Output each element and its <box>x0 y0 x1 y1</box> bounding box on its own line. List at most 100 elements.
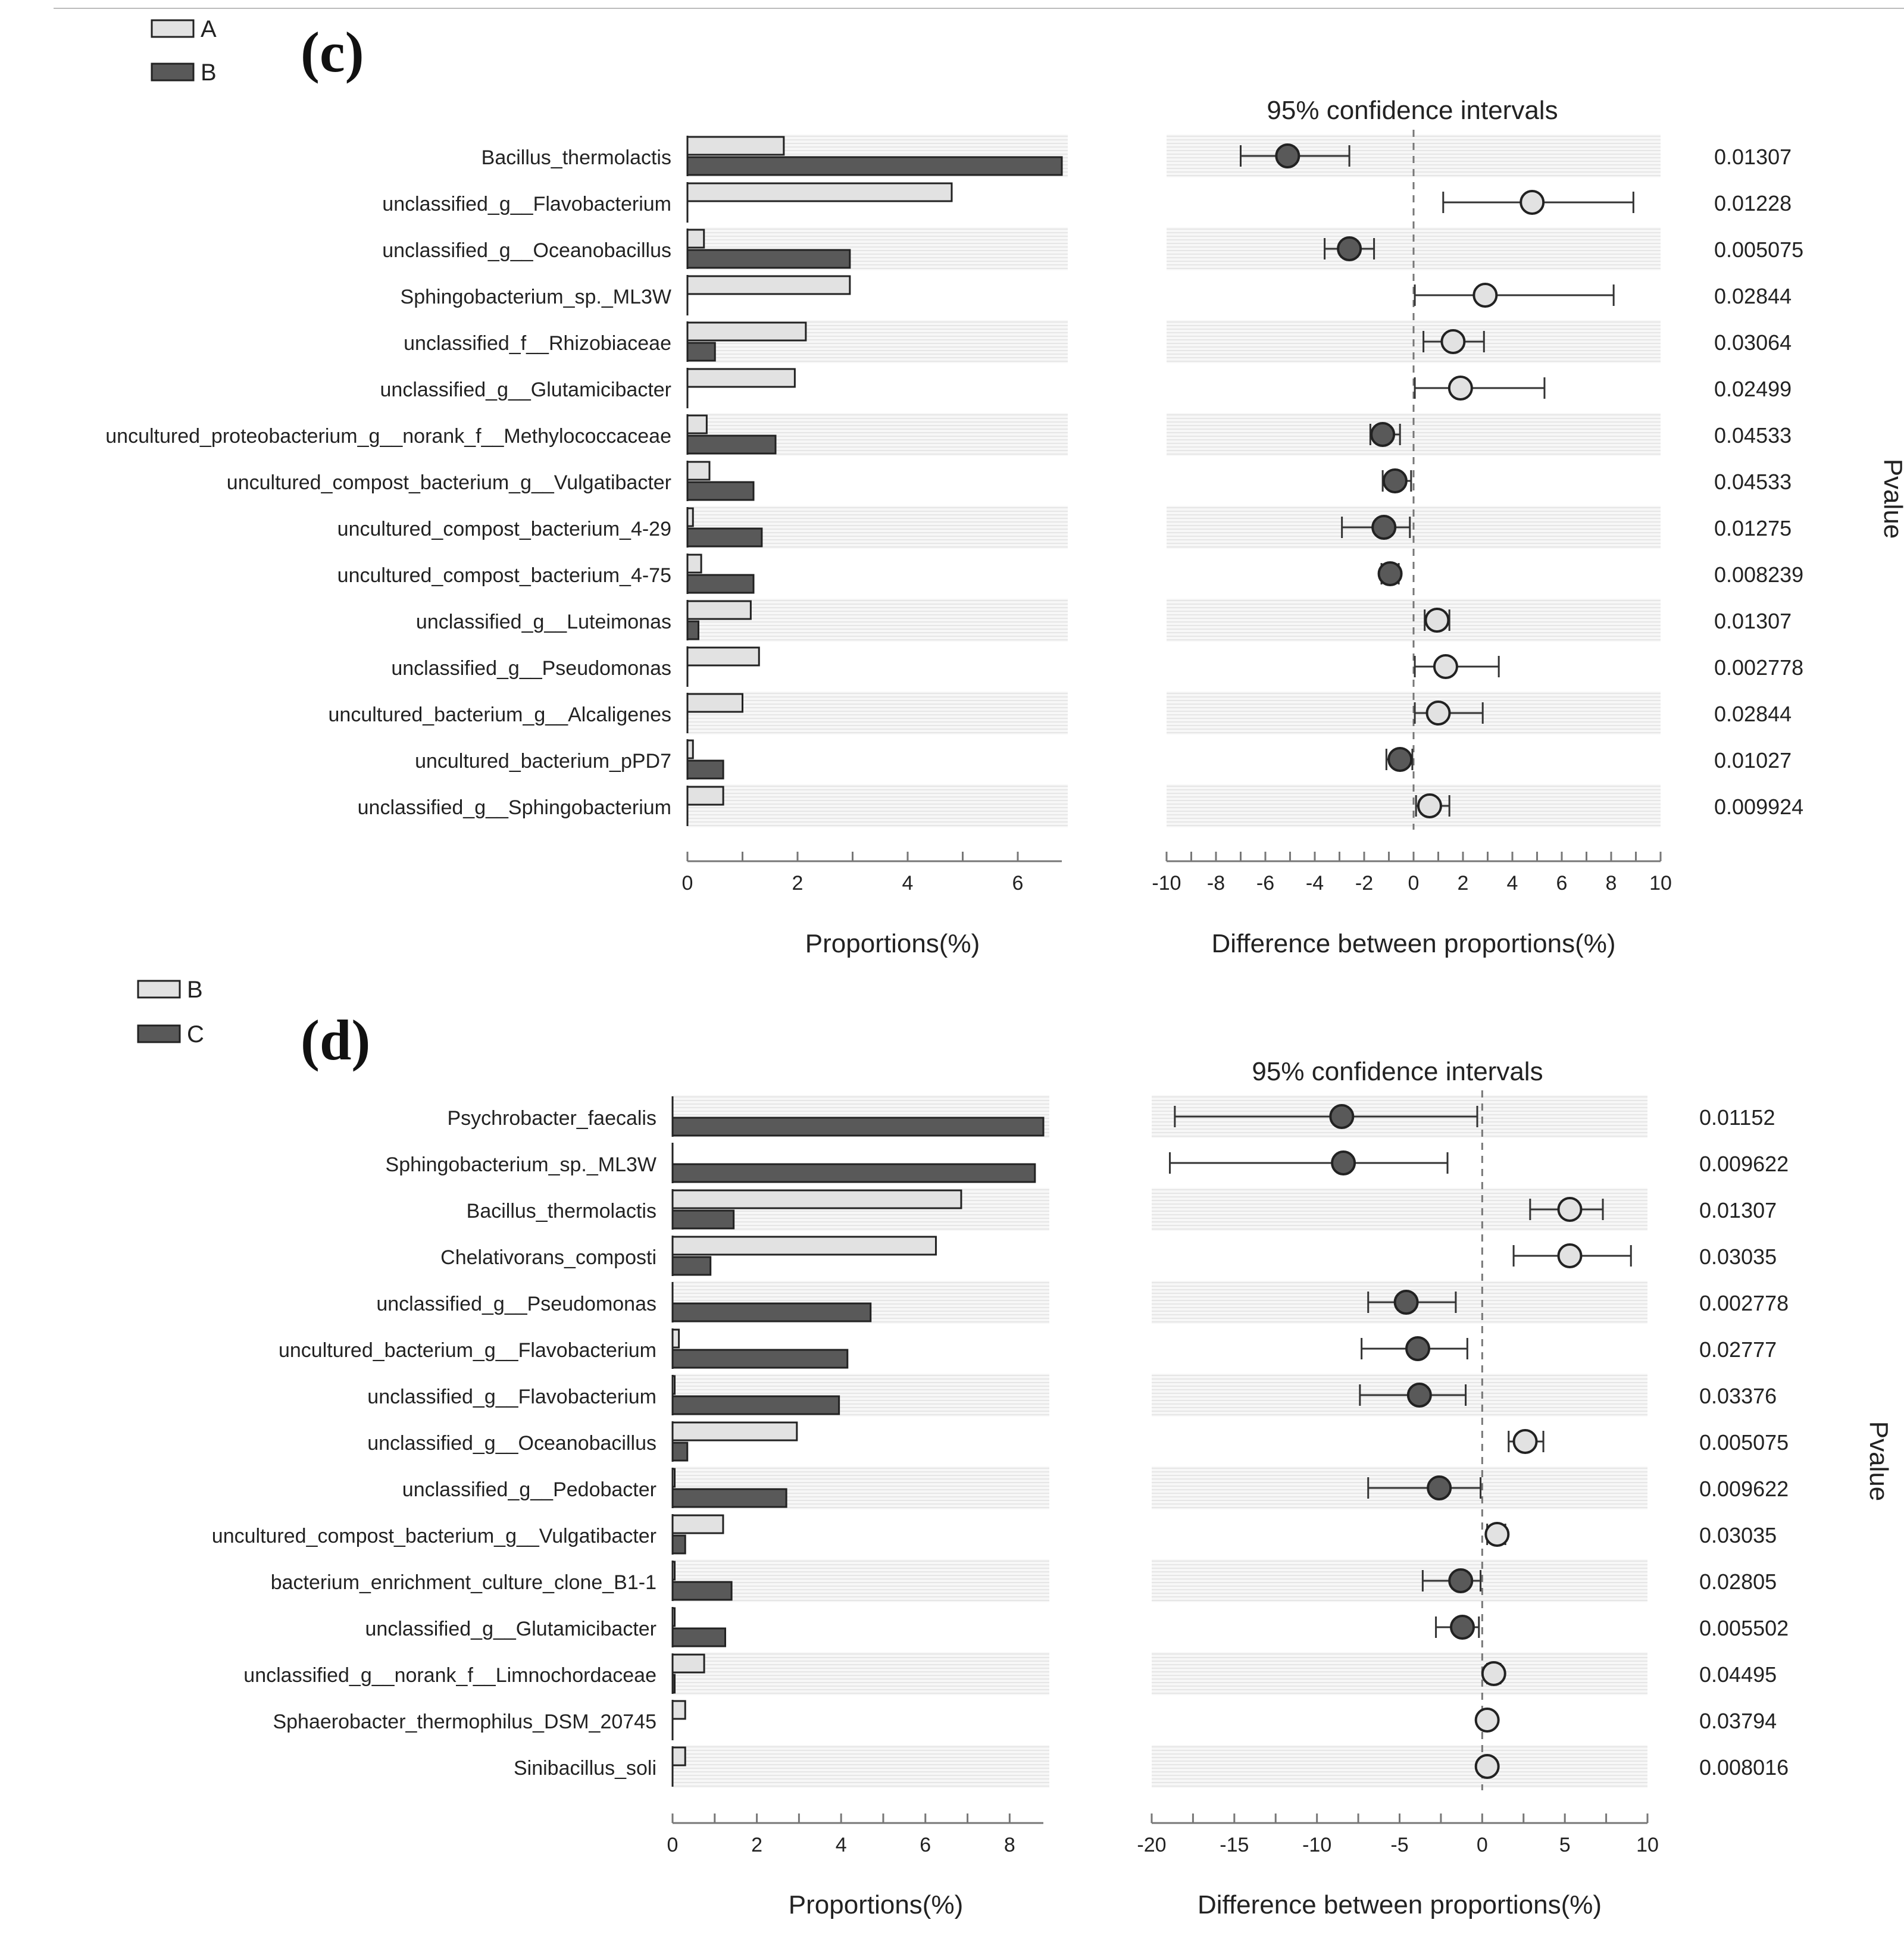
difference-point <box>1447 376 1473 401</box>
bar-b <box>686 342 716 362</box>
category-label: uncultured_compost_bacterium_g__Vulgatib… <box>227 471 671 494</box>
left-x-tick-label: 8 <box>1004 1834 1015 1856</box>
row-band-left <box>673 1745 1049 1788</box>
bar-a <box>686 554 702 574</box>
right-x-tick-label: -20 <box>1137 1834 1166 1856</box>
row-band-left <box>687 692 1068 734</box>
pvalue: 0.01228 <box>1714 191 1792 215</box>
right-x-tick-label: 0 <box>1477 1834 1488 1856</box>
legend-label-a: A <box>201 16 217 42</box>
right-x-tick-label: -10 <box>1152 872 1181 895</box>
difference-point <box>1370 422 1396 447</box>
bar-a <box>686 786 724 806</box>
pvalue: 0.02844 <box>1714 702 1792 726</box>
bar-c <box>671 1395 840 1415</box>
bar-b <box>671 1514 724 1534</box>
bar-a <box>686 182 953 202</box>
category-label: unclassified_g__Luteimonas <box>416 611 671 633</box>
category-label: Bacillus_thermolactis <box>467 1200 656 1222</box>
difference-point <box>1440 329 1466 354</box>
difference-point <box>1275 143 1300 168</box>
category-label: uncultured_compost_bacterium_4-29 <box>337 518 671 540</box>
row-band-left <box>673 1652 1049 1695</box>
bar-c <box>671 1442 689 1462</box>
left-x-tick-label: 0 <box>682 872 693 895</box>
bar-b <box>686 434 777 455</box>
difference-point <box>1472 283 1498 308</box>
pvalue: 0.009622 <box>1699 1477 1789 1501</box>
category-label: uncultured_bacterium_g__Alcaligenes <box>329 703 672 726</box>
pvalue: 0.01307 <box>1714 145 1792 169</box>
category-label: unclassified_g__Glutamicibacter <box>365 1618 656 1640</box>
legend-swatch-b <box>137 980 181 999</box>
category-label: unclassified_g__Oceanobacillus <box>367 1432 656 1455</box>
bar-a <box>686 461 711 481</box>
difference-point <box>1557 1197 1583 1222</box>
difference-point <box>1450 1615 1475 1640</box>
bar-c <box>671 1627 726 1647</box>
right-x-tick-label: 2 <box>1458 872 1469 895</box>
left-x-tick-label: 2 <box>751 1834 762 1856</box>
bar-b <box>671 1700 686 1720</box>
difference-point <box>1393 1290 1419 1315</box>
category-label: Chelativorans_composti <box>440 1246 656 1269</box>
bar-b <box>686 759 724 780</box>
left-x-axis-title: Proportions(%) <box>789 1890 963 1919</box>
category-label: Sphingobacterium_sp._ML3W <box>386 1153 656 1176</box>
right-x-tick-label: 5 <box>1559 1834 1571 1856</box>
bar-b <box>686 249 851 269</box>
difference-point <box>1433 654 1458 679</box>
bar-b <box>671 1328 680 1349</box>
bar-a <box>686 136 785 156</box>
right-x-tick-label: 10 <box>1649 872 1672 895</box>
bar-a <box>686 414 708 434</box>
difference-point <box>1329 1104 1355 1129</box>
category-label: unclassified_g__Pseudomonas <box>391 657 671 680</box>
pvalue: 0.009924 <box>1714 795 1803 819</box>
legend-label-c: C <box>187 1021 204 1048</box>
left-x-tick-label: 4 <box>902 872 914 895</box>
pvalue: 0.01307 <box>1699 1198 1777 1222</box>
pvalue: 0.04495 <box>1699 1662 1777 1687</box>
pvalue: 0.04533 <box>1714 423 1792 448</box>
pvalue: 0.03064 <box>1714 330 1792 355</box>
bar-b <box>686 574 755 594</box>
pvalue: 0.01307 <box>1714 609 1792 633</box>
pvalue: 0.008016 <box>1699 1755 1789 1780</box>
difference-point <box>1387 747 1413 772</box>
difference-point <box>1425 701 1451 726</box>
category-label: unclassified_g__Flavobacterium <box>382 193 671 215</box>
row-band-right <box>1152 1745 1647 1788</box>
left-x-axis-title: Proportions(%) <box>805 929 980 958</box>
left-x-tick-label: 0 <box>667 1834 679 1856</box>
left-x-tick-label: 2 <box>792 872 804 895</box>
category-label: Sphingobacterium_sp._ML3W <box>401 286 671 308</box>
difference-point <box>1337 236 1362 261</box>
right-x-tick-label: -2 <box>1355 872 1373 895</box>
bar-b <box>671 1236 937 1256</box>
right-x-tick-label: -4 <box>1306 872 1324 895</box>
bar-b <box>686 481 755 501</box>
category-label: uncultured_compost_bacterium_4-75 <box>337 564 671 587</box>
right-x-tick-label: 6 <box>1556 872 1568 895</box>
category-label: unclassified_g__Oceanobacillus <box>382 239 671 262</box>
bar-c <box>671 1256 712 1276</box>
difference-point <box>1417 793 1442 818</box>
right-x-tick-label: -6 <box>1256 872 1274 895</box>
bar-c <box>671 1302 872 1322</box>
category-label: uncultured_bacterium_pPD7 <box>415 750 671 773</box>
right-x-tick-label: 0 <box>1408 872 1420 895</box>
right-x-tick-label: -5 <box>1390 1834 1408 1856</box>
bar-a <box>686 321 807 342</box>
pvalue: 0.03376 <box>1699 1384 1777 1408</box>
right-x-tick-label: -10 <box>1302 1834 1331 1856</box>
pvalue: 0.005502 <box>1699 1616 1789 1640</box>
difference-point <box>1371 515 1397 540</box>
difference-point <box>1557 1243 1583 1268</box>
panel-d: BC (d) 95% confidence intervals Pvalue Psych… <box>137 977 1893 1919</box>
bar-b <box>671 1746 686 1766</box>
bar-a <box>686 646 760 667</box>
pvalue: 0.02805 <box>1699 1569 1777 1594</box>
category-label: uncultured_compost_bacterium_g__Vulgatib… <box>212 1525 656 1547</box>
